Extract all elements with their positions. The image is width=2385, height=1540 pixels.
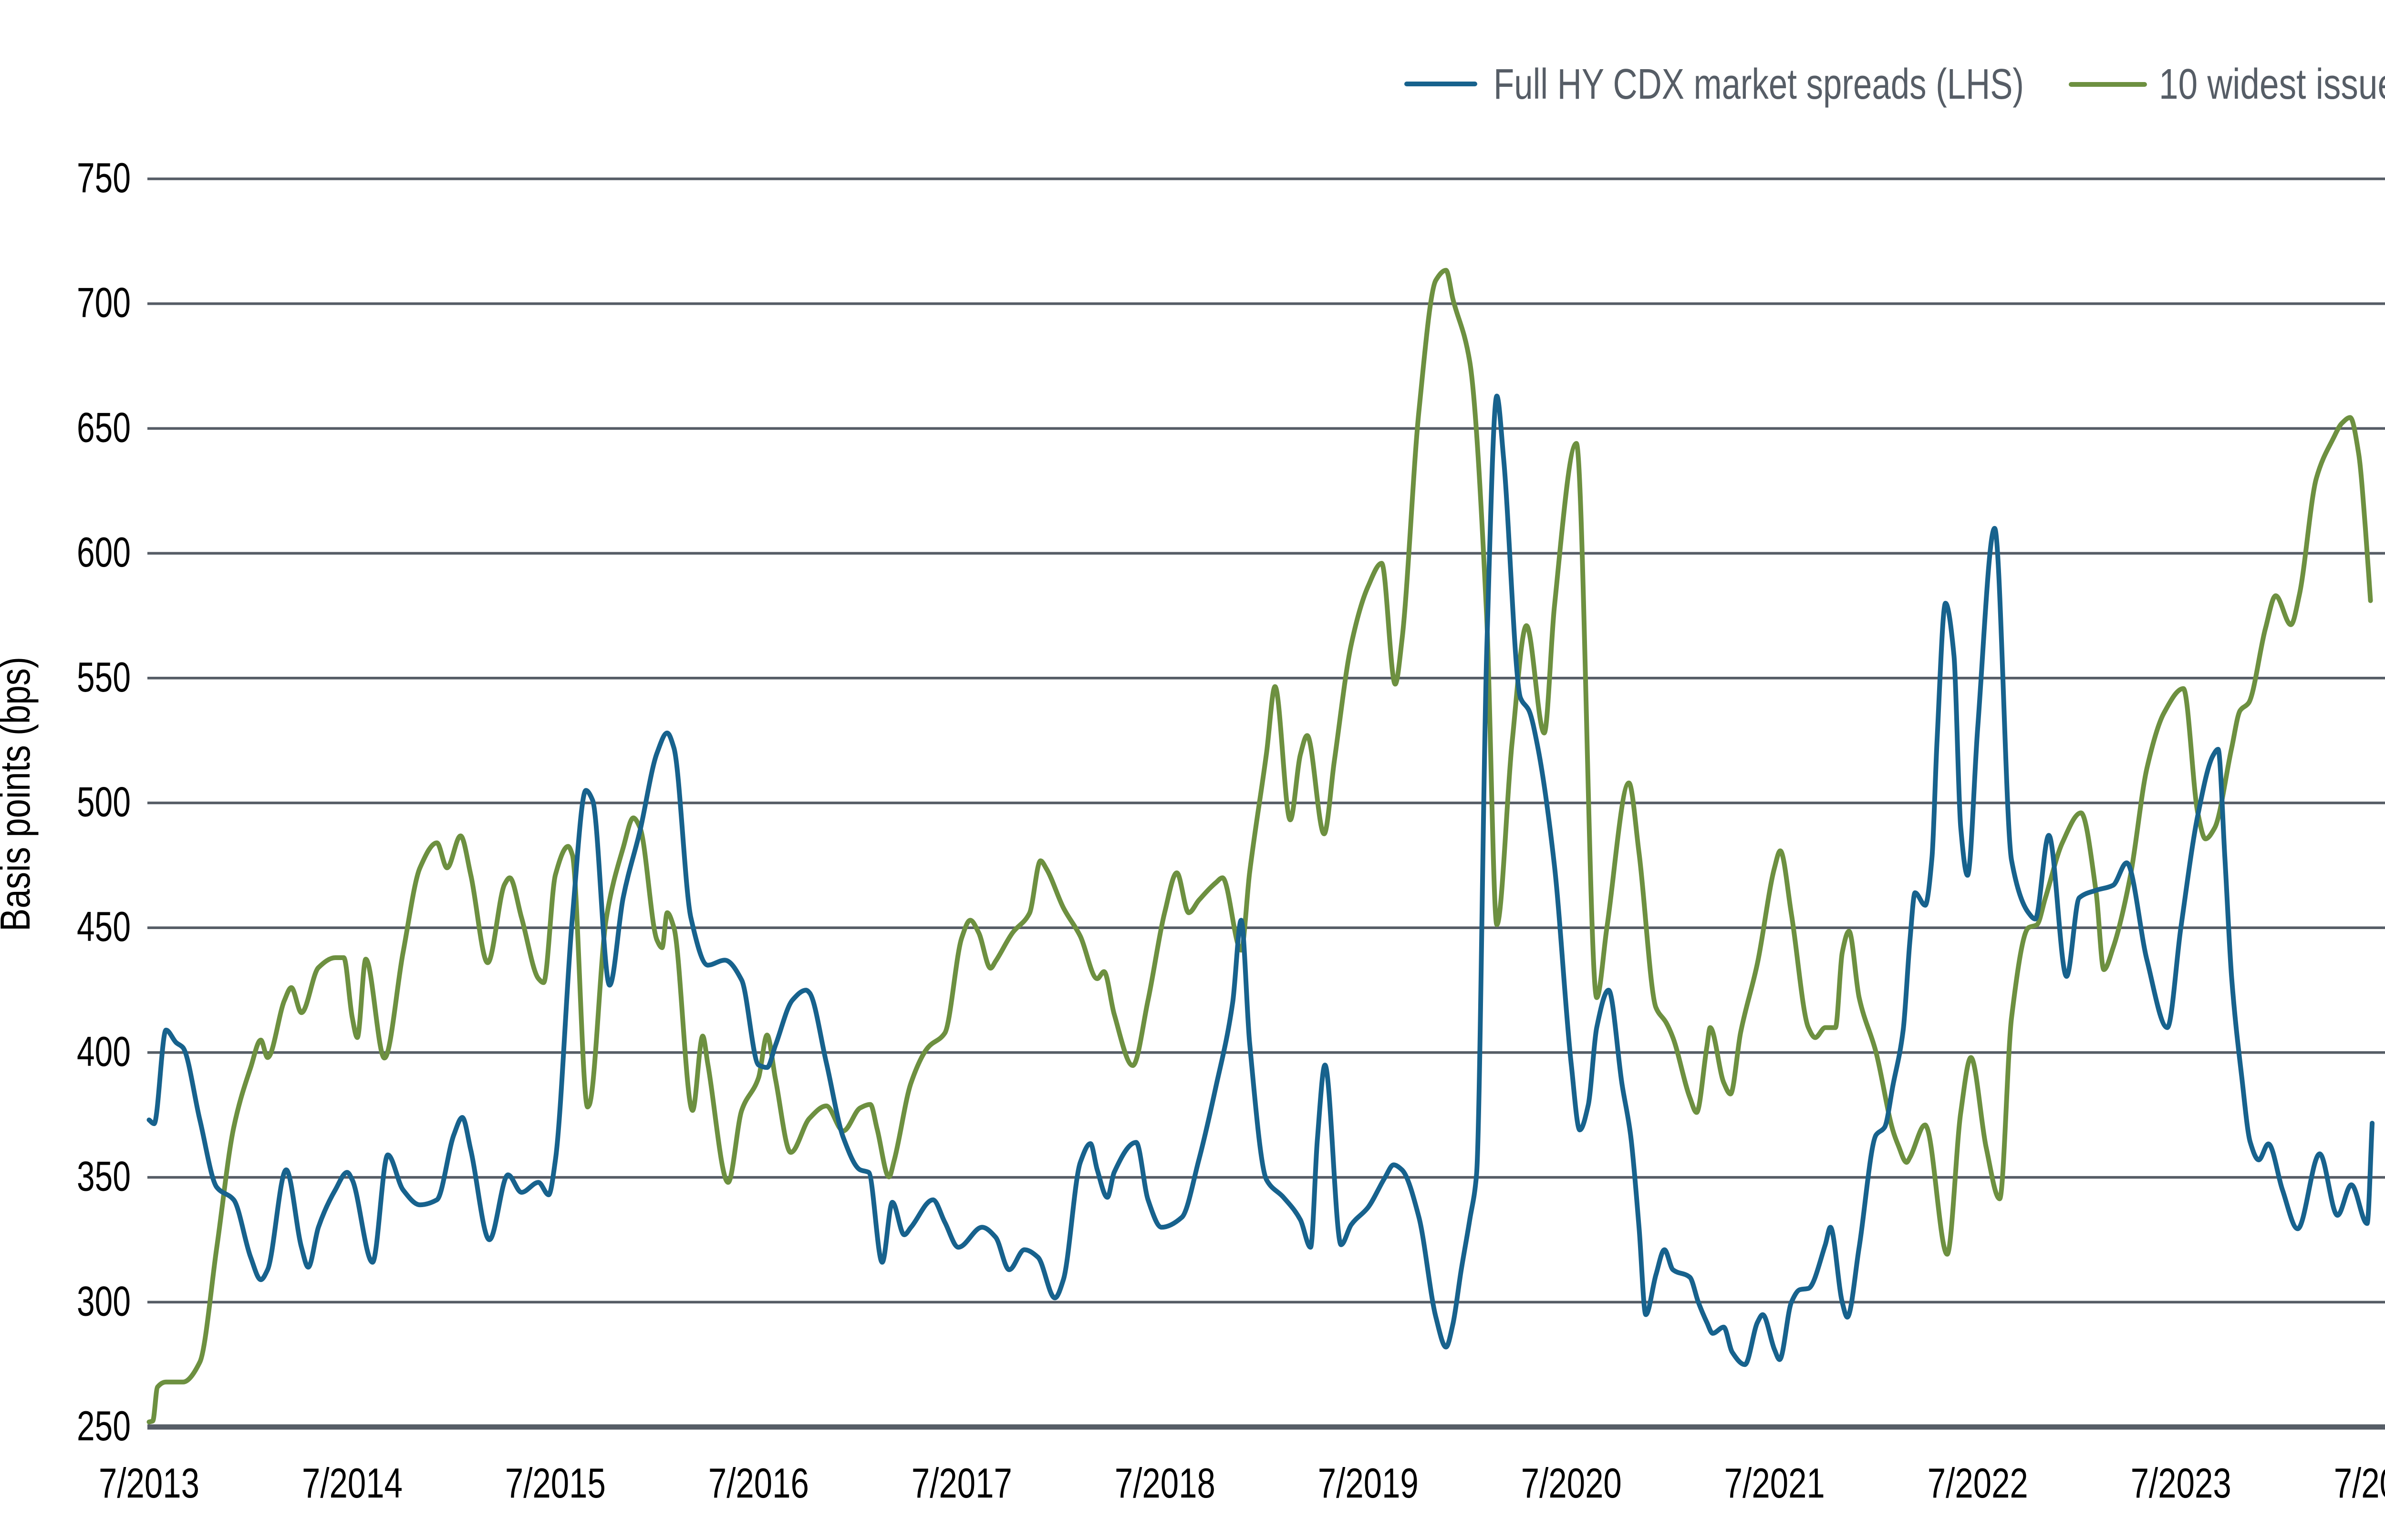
svg-text:650: 650 (77, 403, 131, 451)
svg-text:450: 450 (77, 903, 131, 950)
svg-text:7/2018: 7/2018 (1115, 1459, 1215, 1507)
svg-text:500: 500 (77, 778, 131, 826)
svg-text:600: 600 (77, 528, 131, 576)
svg-text:400: 400 (77, 1028, 131, 1075)
svg-text:10 widest issuers (RHS): 10 widest issuers (RHS) (2159, 61, 2385, 108)
svg-text:7/2017: 7/2017 (912, 1459, 1012, 1507)
svg-text:7/2019: 7/2019 (1318, 1459, 1419, 1507)
svg-text:7/2015: 7/2015 (505, 1459, 606, 1507)
svg-text:7/2020: 7/2020 (1521, 1459, 1622, 1507)
svg-text:7/2022: 7/2022 (1928, 1459, 2028, 1507)
svg-text:300: 300 (77, 1277, 131, 1324)
svg-text:Full HY CDX market spreads (LH: Full HY CDX market spreads (LHS) (1493, 61, 2024, 108)
svg-text:550: 550 (77, 653, 131, 701)
svg-text:7/2016: 7/2016 (708, 1459, 809, 1507)
svg-text:Basis points (bps): Basis points (bps) (0, 657, 39, 931)
svg-text:750: 750 (77, 154, 131, 201)
svg-text:7/2021: 7/2021 (1724, 1459, 1825, 1507)
svg-text:7/2013: 7/2013 (99, 1459, 199, 1507)
svg-text:350: 350 (77, 1153, 131, 1200)
svg-text:7/2014: 7/2014 (302, 1459, 403, 1507)
svg-text:7/2023: 7/2023 (2131, 1459, 2231, 1507)
svg-text:250: 250 (77, 1402, 131, 1449)
svg-text:700: 700 (77, 279, 131, 326)
svg-text:7/2024: 7/2024 (2334, 1459, 2385, 1507)
